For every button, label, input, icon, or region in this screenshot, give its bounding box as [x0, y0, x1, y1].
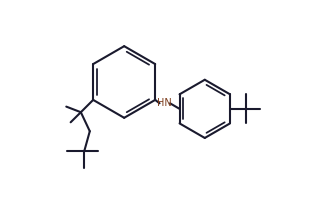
- Text: HN: HN: [157, 98, 172, 108]
